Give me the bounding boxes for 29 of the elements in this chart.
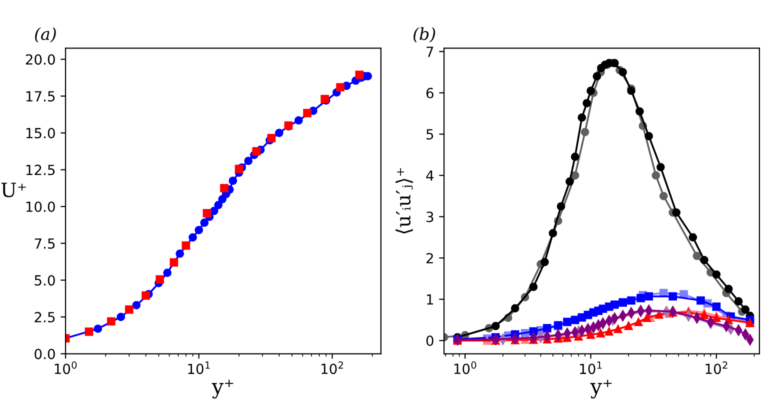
x-tick-label: 10$^{1}$ [580, 362, 602, 374]
x-axis-title: y⁺ [212, 380, 234, 398]
x-tick-label: 10$^{0}$ [54, 361, 77, 374]
y-tick-label: 2.5 [34, 312, 55, 322]
x-tick-label: 10$^{2}$ [322, 361, 344, 374]
x-tick-label: 10$^{2}$ [706, 361, 728, 374]
chart-title: (a) [35, 27, 56, 43]
y-tick-label: 0.0 [34, 348, 55, 360]
chart-title: (b) [414, 27, 436, 43]
y-tick-label: 5.0 [34, 275, 55, 286]
x-axis-title: y⁺ [590, 380, 612, 398]
y-tick-label: 4 [426, 170, 434, 181]
y-tick-label: 17.5 [26, 91, 55, 102]
y-tick-label: 2 [426, 252, 433, 264]
y-tick-label: 7.5 [34, 238, 55, 249]
y-tick-label: 10.0 [26, 201, 55, 212]
y-axis-title: ⟨u′ᵢu′ⱼ⟩⁺ [396, 168, 413, 234]
y-tick-label: 7 [426, 46, 434, 57]
y-tick-label: 5 [426, 129, 434, 140]
y-tick-label: 15.0 [26, 128, 55, 138]
y-tick-label: 6 [426, 88, 434, 98]
y-axis-title: U⁺ [1, 182, 26, 198]
y-tick-label: 0 [426, 336, 434, 346]
y-tick-label: 12.5 [26, 164, 55, 176]
y-tick-label: 1 [426, 294, 434, 305]
x-tick-label: 10$^{0}$ [454, 361, 476, 374]
y-tick-label: 3 [426, 212, 434, 222]
y-tick-label: 20.0 [26, 54, 55, 65]
x-tick-label: 10$^{1}$ [188, 362, 210, 374]
